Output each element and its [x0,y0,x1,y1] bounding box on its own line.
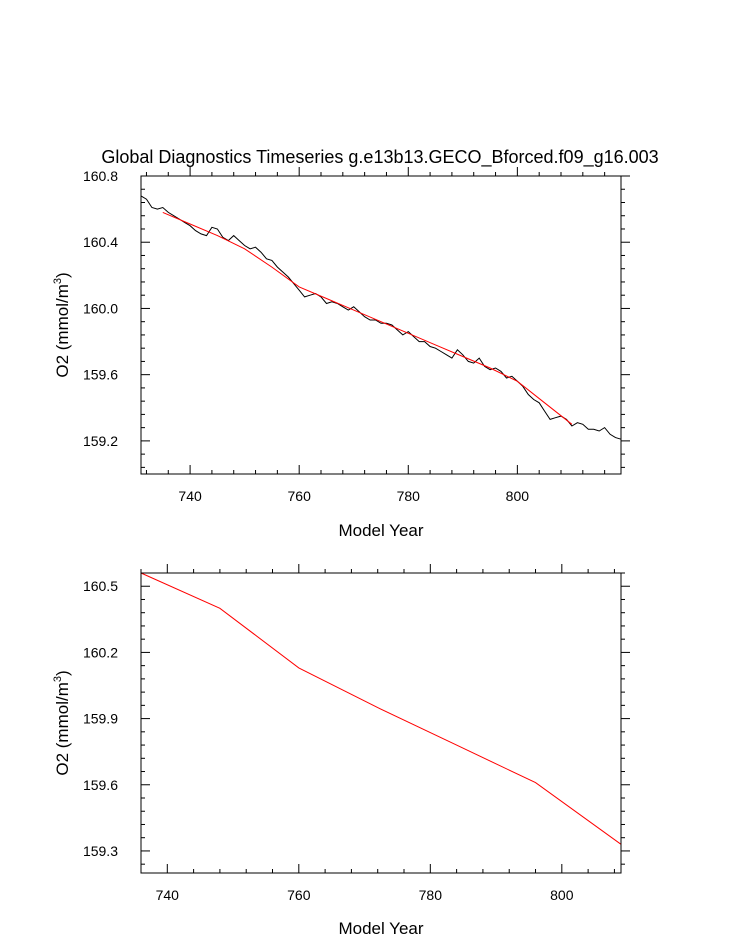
top-plot-lines [140,195,622,440]
x-tick-label: 780 [397,488,421,504]
y-tick-label: 159.6 [83,367,118,383]
top-panel: 740 760 780 800 159.2 159.6 160.0 160.4 160.8 Mo… [52,167,630,540]
y-tick-label: 160.0 [83,300,118,316]
x-tick-label: 800 [506,488,530,504]
x-tick-label: 800 [550,887,574,903]
bottom-x-axis-label: Model Year [338,919,423,938]
y-tick-label: 160.4 [83,234,118,250]
y-tick-label: 159.9 [83,711,118,727]
y-tick-label: 159.2 [83,433,118,449]
top-y-axis-label: O2 (mmol/m3) [52,272,72,377]
x-tick-label: 740 [178,488,202,504]
bottom-panel: 740 760 780 800 159.3 159.6 159.9 160.2 160.5 Mo… [52,564,630,938]
y-tick-label: 160.5 [83,578,118,594]
top-plot-frame [140,175,622,475]
top-axis-ticks [141,167,630,474]
series-line-0 [140,572,622,845]
y-tick-label: 159.3 [83,843,118,859]
y-tick-label: 160.8 [83,168,118,184]
series-line-0 [140,195,622,440]
top-tick-labels: 740 760 780 800 159.2 159.6 160.0 160.4 160.8 [83,168,529,504]
x-tick-label: 760 [288,488,312,504]
bottom-plot-frame [140,572,622,874]
bottom-tick-labels: 740 760 780 800 159.3 159.6 159.9 160.2 160.5 [83,578,574,903]
x-tick-label: 780 [419,887,443,903]
x-tick-label: 760 [287,887,311,903]
bottom-plot-lines [140,572,622,845]
chart-title: Global Diagnostics Timeseries g.e13b13.G… [101,147,658,168]
x-tick-label: 740 [156,887,180,903]
bottom-axis-ticks [140,564,630,873]
top-x-axis-label: Model Year [338,521,423,540]
y-tick-label: 160.2 [83,644,118,660]
y-tick-label: 159.6 [83,777,118,793]
bottom-y-axis-label: O2 (mmol/m3) [52,670,72,775]
series-line-1 [162,211,573,425]
